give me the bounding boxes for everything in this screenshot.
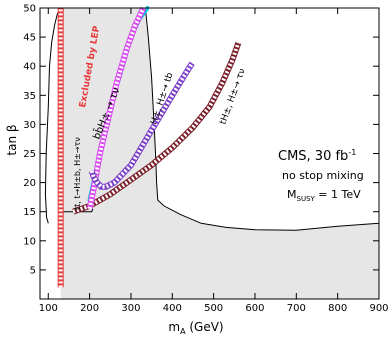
plot-area [44, 6, 380, 299]
msusy-sub: SUSY [297, 195, 316, 203]
cms-label-sup: -1 [348, 148, 356, 157]
excluded-region [60, 8, 380, 299]
boundary-left-line [44, 7, 62, 224]
x-tick-label: 700 [287, 303, 306, 314]
ttbar-label: tt, t→H±b, H±→τν [73, 137, 82, 210]
y-tick-label: 40 [23, 62, 36, 73]
x-tick-label: 600 [245, 303, 264, 314]
y-tick-label: 15 [23, 207, 36, 218]
x-axis-title: mA (GeV) [168, 320, 223, 336]
x-tick-label: 800 [328, 303, 347, 314]
y-tick-label: 5 [30, 265, 36, 276]
plot-frame [39, 7, 380, 300]
contour-tb-hatch [89, 62, 194, 189]
cms-label: CMS, 30 fb-1 [278, 148, 356, 164]
boundary-right-line [144, 7, 380, 231]
x-tick-label: 500 [204, 303, 223, 314]
x-tick-label: 400 [163, 303, 182, 314]
x-axis-title-unit: (GeV) [186, 320, 224, 334]
msusy-label: MSUSY = 1 TeV [287, 188, 361, 203]
x-tick-label: 100 [39, 303, 58, 314]
y-tick-label: 20 [23, 178, 36, 189]
contour-tb [88, 61, 195, 190]
msusy-value: = 1 TeV [315, 188, 361, 201]
y-axis-title: tan β [5, 124, 19, 155]
y-tick-label: 35 [23, 91, 36, 102]
contour-tH-taunu-hatch [72, 42, 241, 214]
contour-taunu-magenta-hatch [87, 7, 146, 210]
y-tick-label: 30 [23, 120, 36, 131]
y-tick-label: 45 [23, 33, 36, 44]
y-tick-label: 25 [23, 149, 36, 160]
contour-tH-taunu [72, 41, 242, 215]
y-tick-label: 50 [23, 4, 36, 15]
y-tick-label: 10 [23, 236, 36, 247]
x-axis-title-sub: A [180, 327, 186, 336]
x-tick-label: 300 [121, 303, 140, 314]
x-tick-label: 900 [369, 303, 388, 314]
axis-ticks: 100 200 300 400 500 600 700 800 900 5 10 15 20 25 30 35… [23, 4, 388, 315]
mixing-label: no stop mixing [282, 169, 364, 182]
x-tick-label: 200 [80, 303, 99, 314]
